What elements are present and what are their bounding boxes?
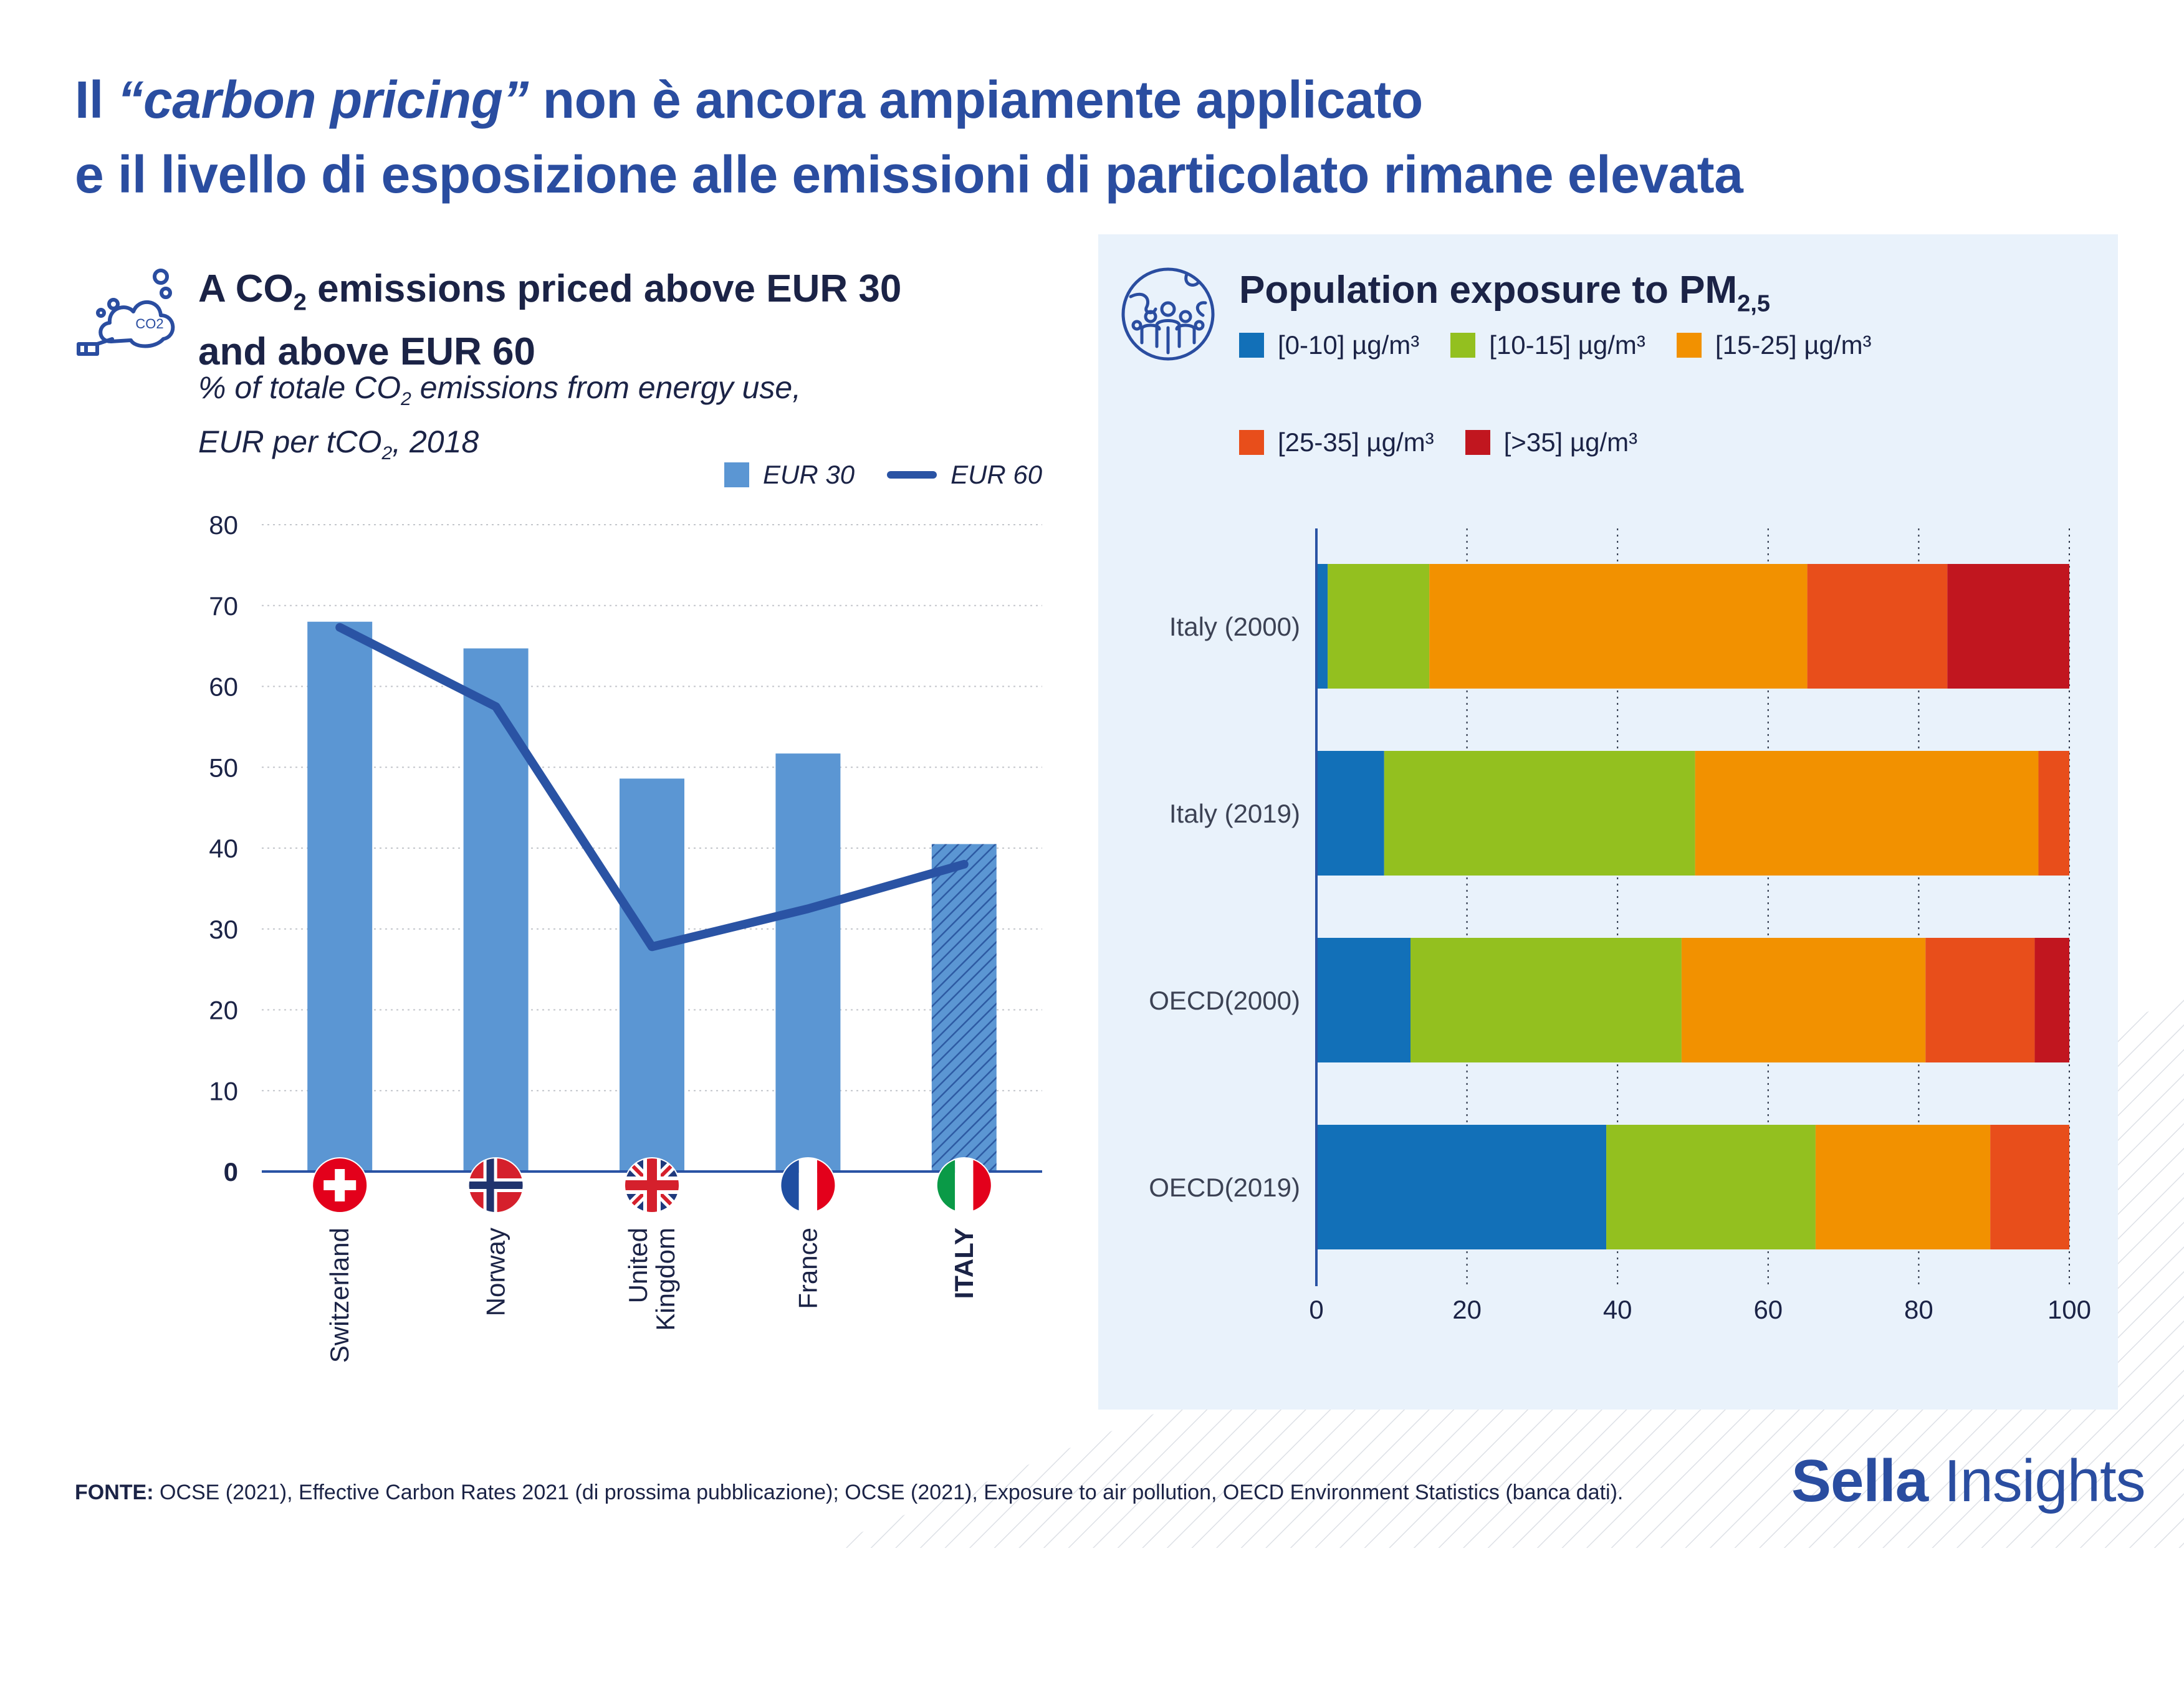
y-tick-label: 40 — [209, 834, 238, 863]
title-line1-em: “carbon pricing” — [117, 70, 529, 129]
y-tick-label: 0 — [224, 1157, 238, 1186]
x-tick-label: 0 — [1309, 1295, 1323, 1324]
co2-pricing-chart: 0 10 20 30 40 50 60 70 80 Switzerland Norway United… — [209, 510, 1042, 1363]
bar-segment — [1316, 564, 1328, 689]
x-tick-label: 60 — [1753, 1295, 1783, 1324]
x-category-label: France — [793, 1228, 822, 1309]
legend-label: [>35] µg/m³ — [1503, 427, 1638, 457]
switzerland-flag-icon — [312, 1158, 368, 1213]
left-chart-title: A CO2 emissions priced above EUR 30 and … — [198, 267, 902, 374]
legend-swatch — [1450, 333, 1476, 358]
x-category-label: UnitedKingdom — [623, 1228, 680, 1331]
y-category-label: OECD(2000) — [1149, 986, 1300, 1015]
legend-swatch-line — [887, 471, 937, 479]
pm-exposure-chart: 0 20 40 60 80 100 Italy (2000) Italy (2019) OECD… — [1149, 528, 2091, 1324]
x-tick-label: 80 — [1904, 1295, 1933, 1324]
line-point — [495, 705, 497, 707]
y-tick-label: 20 — [209, 996, 238, 1025]
x-tick-label: 100 — [2048, 1295, 2091, 1324]
pm-chart-legend: [0-10] µg/m³ [10-15] µg/m³ [15-25] µg/m³ [2… — [1239, 330, 1962, 457]
bar — [307, 621, 373, 1172]
title-line1-post: non è ancora ampiamente applicato — [528, 70, 1423, 129]
x-category-label: ITALY — [949, 1228, 979, 1299]
legend-item-pm: [>35] µg/m³ — [1465, 427, 1637, 457]
legend-label: [15-25] µg/m³ — [1715, 330, 1872, 360]
y-tick-label: 60 — [209, 672, 238, 702]
y-tick-label: 10 — [209, 1076, 238, 1105]
line-point — [651, 946, 653, 948]
bar-segment — [1316, 751, 1384, 876]
bar-segment — [1316, 938, 1410, 1062]
legend-label: [10-15] µg/m³ — [1489, 330, 1645, 360]
bar-segment — [1925, 938, 2035, 1062]
y-tick-label: 50 — [209, 753, 238, 782]
legend-item-pm: [25-35] µg/m³ — [1239, 427, 1434, 457]
norway-flag-icon — [468, 1158, 524, 1213]
bar — [775, 753, 841, 1172]
line-point — [963, 863, 965, 865]
bar-segment — [1807, 564, 1948, 689]
bar-segment — [1815, 1125, 1991, 1249]
bar-segment — [1316, 1125, 1607, 1249]
legend-item-pm: [10-15] µg/m³ — [1450, 330, 1645, 360]
bar-segment — [2038, 751, 2069, 876]
legend-swatch — [1239, 333, 1264, 358]
legend-swatch-bar — [724, 462, 749, 487]
legend-label: [0-10] µg/m³ — [1278, 330, 1420, 360]
bar-segment — [1410, 938, 1682, 1062]
legend-item-pm: [0-10] µg/m³ — [1239, 330, 1419, 360]
bar-segment — [2034, 938, 2069, 1062]
svg-text:CO2: CO2 — [135, 316, 163, 332]
y-category-label: OECD(2019) — [1149, 1173, 1300, 1202]
bar — [931, 844, 997, 1172]
line-point — [339, 626, 341, 628]
x-tick-label: 40 — [1603, 1295, 1632, 1324]
population-globe-icon — [1118, 265, 1218, 373]
title-line2: e il livello di esposizione alle emissio… — [75, 145, 1743, 204]
left-chart-subtitle: % of totale CO2 emissions from energy us… — [198, 370, 802, 464]
legend-swatch — [1676, 333, 1702, 358]
y-tick-label: 30 — [209, 915, 238, 944]
x-category-label: Norway — [481, 1228, 510, 1316]
bar-segment — [1384, 751, 1695, 876]
bar — [620, 778, 684, 1172]
line-point — [807, 908, 809, 910]
bar-segment — [1328, 564, 1430, 689]
bar-segment — [1606, 1125, 1816, 1249]
y-category-label: Italy (2000) — [1169, 612, 1300, 641]
x-tick-label: 20 — [1452, 1295, 1482, 1324]
legend-swatch — [1239, 430, 1264, 455]
left-chart-legend: EUR 30 EUR 60 — [724, 460, 1042, 490]
brand-logo: Sella Insights — [1791, 1448, 2146, 1514]
source-note: FONTE: OCSE (2021), Effective Carbon Rat… — [75, 1481, 1624, 1504]
y-tick-label: 70 — [209, 591, 238, 621]
legend-item-eur30: EUR 30 — [724, 460, 855, 490]
legend-swatch — [1465, 430, 1490, 455]
bar-segment — [1990, 1125, 2069, 1249]
bar-segment — [1695, 751, 2039, 876]
page-title: Il “carbon pricing” non è ancora ampiame… — [75, 62, 1743, 212]
legend-label: [25-35] µg/m³ — [1278, 427, 1434, 457]
co2-cloud-icon: CO2 — [74, 267, 186, 370]
legend-item-pm: [15-25] µg/m³ — [1676, 330, 1872, 360]
y-tick-label: 80 — [209, 510, 238, 540]
bar-segment — [1681, 938, 1926, 1062]
title-line1-pre: Il — [75, 70, 118, 129]
bar-segment — [1947, 564, 2069, 689]
right-chart-title: Population exposure to PM2,5 — [1239, 269, 1770, 317]
x-category-label: Switzerland — [325, 1228, 354, 1363]
legend-item-eur60: EUR 60 — [887, 460, 1042, 490]
uk-flag-icon — [625, 1158, 679, 1213]
bar-segment — [1429, 564, 1808, 689]
y-category-label: Italy (2019) — [1169, 799, 1300, 828]
